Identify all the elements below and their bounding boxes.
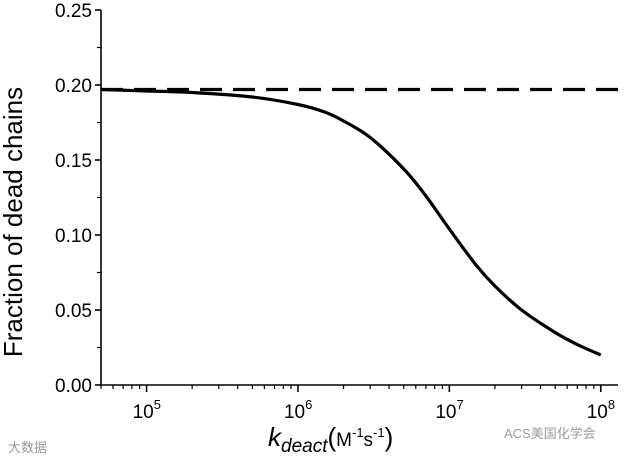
- x-tick-label: 105: [133, 397, 161, 423]
- x-tick-label: 106: [284, 397, 312, 423]
- y-tick-label: 0.20: [55, 76, 92, 97]
- x-label-paren-close: ): [385, 422, 394, 452]
- y-tick-label: 0.10: [55, 226, 92, 247]
- watermark-left: 大数据: [8, 440, 47, 455]
- x-label-symbol: k: [268, 422, 283, 452]
- x-label-unit-m-exp: -1: [352, 425, 364, 440]
- y-tick-label: 0.00: [55, 376, 92, 397]
- y-tick-label: 0.25: [55, 1, 92, 22]
- watermark-right: ACS美国化学会: [504, 426, 596, 441]
- x-label-paren-open: (: [327, 422, 336, 452]
- x-axis-ticks: 105 106 107 108: [100, 385, 615, 423]
- x-label-unit-s: s: [364, 430, 374, 451]
- y-axis-label: Fraction of dead chains: [0, 87, 28, 357]
- y-tick-label: 0.15: [55, 151, 92, 172]
- x-tick-label: 107: [435, 397, 463, 423]
- x-tick-label: 108: [587, 397, 615, 423]
- x-label-subscript: deact: [281, 436, 328, 457]
- x-label-unit-s-exp: -1: [373, 425, 385, 440]
- x-label-unit-m: M: [336, 430, 352, 451]
- solid-curve: [100, 87, 602, 357]
- y-tick-label: 0.05: [55, 301, 92, 322]
- y-axis-ticks: 0.00 0.05 0.10 0.15 0.20 0.25: [55, 1, 101, 397]
- plot-area: [100, 10, 618, 386]
- x-axis-label: kdeact(M-1s-1): [268, 422, 393, 457]
